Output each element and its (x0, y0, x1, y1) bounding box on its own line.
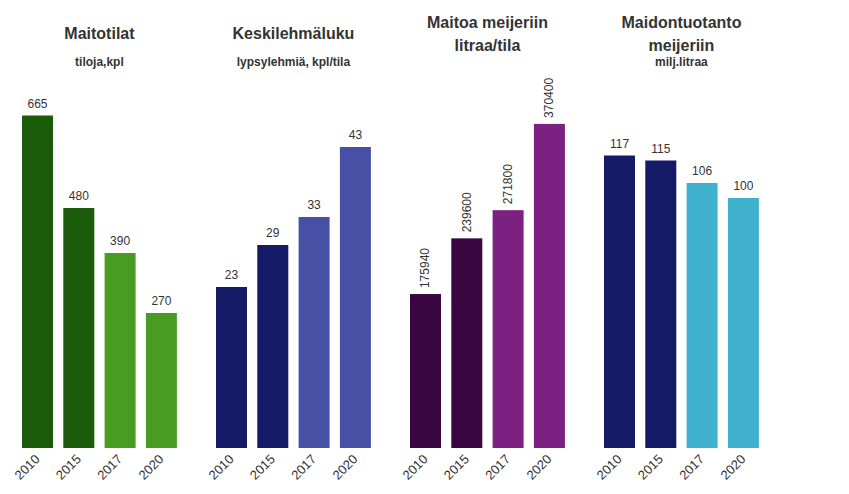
bar (604, 156, 635, 449)
chart-title: Keskilehmäluku (233, 25, 355, 42)
panel: Maitoa meijeriin litraa/tila 175940 2010 239… (400, 14, 565, 483)
chart-title: Maidontuotanto (621, 14, 741, 31)
bars (22, 116, 177, 449)
bar (451, 238, 482, 448)
bar (493, 210, 524, 448)
bar (728, 198, 759, 448)
panel: Keskilehmäluku lypsylehmiä, kpl/tila 23 201… (206, 25, 371, 483)
data-label: 43 (349, 128, 363, 142)
panel: Maidontuotanto meijeriinmilj.litraa 117 201… (594, 14, 759, 483)
bars (216, 147, 371, 448)
data-label: 117 (610, 137, 629, 151)
x-tick-label: 2015 (441, 452, 472, 483)
chart-title: litraa/tila (455, 37, 521, 54)
data-label: 33 (307, 198, 321, 212)
chart-subtitle: lypsylehmiä, kpl/tila (237, 55, 351, 69)
x-tick-label: 2020 (523, 452, 554, 483)
x-tick-label: 2020 (717, 452, 748, 483)
x-tick-label: 2017 (676, 452, 707, 483)
x-tick-label: 2010 (12, 452, 43, 483)
bar (340, 147, 371, 448)
data-label: 23 (225, 268, 239, 282)
x-tick-label: 2010 (594, 452, 625, 483)
x-tick-label: 2017 (482, 452, 513, 483)
data-label: 106 (692, 164, 712, 178)
x-tick-label: 2010 (400, 452, 431, 483)
data-label: 239600 (460, 192, 474, 232)
data-label: 270 (151, 294, 171, 308)
bars (604, 156, 759, 449)
bar (216, 287, 247, 448)
bar (299, 217, 330, 448)
chart-subtitle: tiloja,kpl (75, 55, 124, 69)
chart-title: meijeriin (649, 37, 715, 54)
data-label: 29 (266, 226, 280, 240)
chart-root: Maitotilat tiloja,kpl 665 2010 480 2015 390 201… (0, 0, 849, 494)
bar (22, 116, 53, 449)
data-label: 480 (69, 189, 89, 203)
data-label: 115 (651, 142, 670, 156)
bars (410, 124, 565, 448)
data-label: 390 (110, 234, 130, 248)
x-tick-label: 2015 (53, 452, 84, 483)
x-tick-label: 2020 (329, 452, 360, 483)
chart-title: Maitoa meijeriin (427, 14, 548, 31)
data-label: 100 (733, 179, 753, 193)
bar (257, 245, 288, 448)
bar (63, 208, 94, 448)
x-tick-label: 2020 (135, 452, 166, 483)
data-label: 175940 (419, 248, 433, 288)
bar (645, 161, 676, 449)
bar (687, 183, 718, 448)
data-label: 370400 (542, 78, 556, 118)
x-tick-label: 2017 (288, 452, 319, 483)
x-tick-label: 2010 (206, 452, 237, 483)
x-tick-label: 2015 (247, 452, 278, 483)
bar (534, 124, 565, 448)
bar (146, 313, 177, 448)
x-tick-label: 2015 (635, 452, 666, 483)
chart-subtitle: milj.litraa (655, 55, 708, 69)
data-label: 665 (27, 97, 47, 111)
bar (105, 253, 136, 448)
chart-title: Maitotilat (64, 25, 135, 42)
bar (410, 294, 441, 448)
x-tick-label: 2017 (94, 452, 125, 483)
panel: Maitotilat tiloja,kpl 665 2010 480 2015 390 201… (12, 25, 177, 483)
data-label: 271800 (501, 164, 515, 204)
